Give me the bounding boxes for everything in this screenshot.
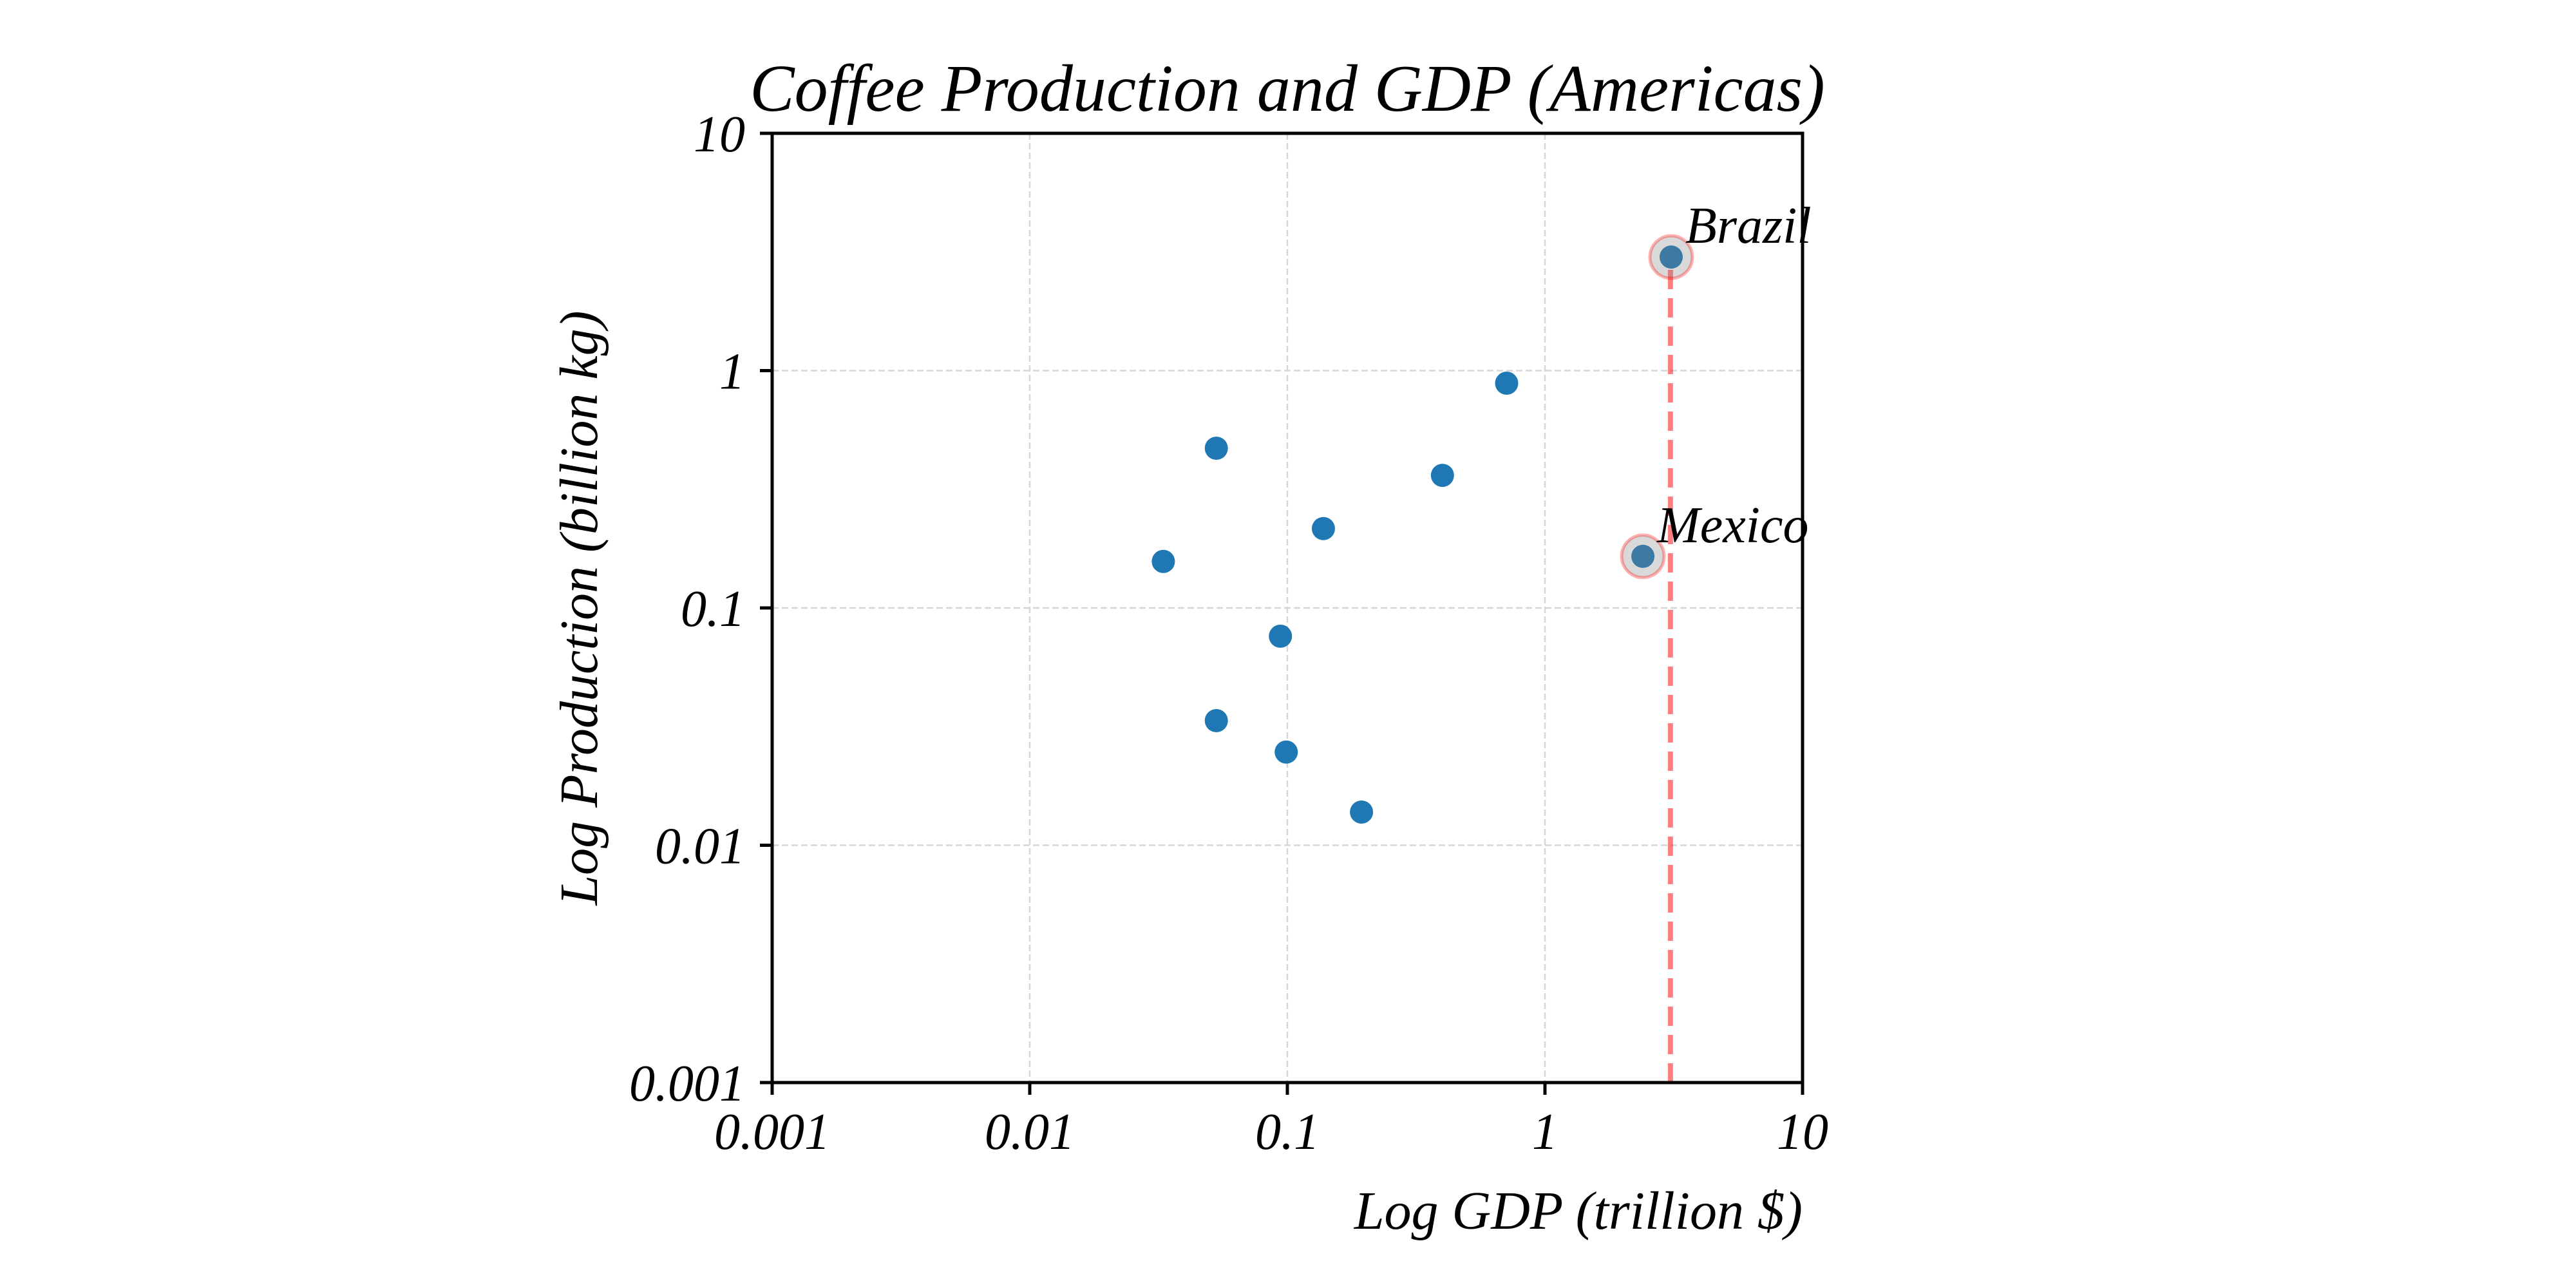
data-point <box>1430 464 1454 488</box>
x-tick-label: 1 <box>1532 1104 1558 1160</box>
grid-lines <box>771 132 1804 1084</box>
data-point <box>1269 624 1293 648</box>
y-tick-label: 0.1 <box>681 581 745 638</box>
annotations: Brazil Mexico <box>1656 198 1811 554</box>
point-label-brazil: Brazil <box>1685 198 1812 254</box>
point-label-mexico: Mexico <box>1656 497 1808 554</box>
axes-frame <box>770 131 1804 1084</box>
data-point <box>1204 436 1228 460</box>
x-axis-label: Log GDP (trillion $) <box>1354 1181 1803 1241</box>
chart-title: Coffee Production and GDP (Americas) <box>750 52 1824 126</box>
highlight-ring-brazil <box>1648 234 1694 280</box>
x-tick-label: 0.1 <box>1255 1104 1320 1160</box>
tick-labels: 0.001 0.01 0.1 1 10 0.001 0.01 0.1 1 10 <box>629 106 1828 1160</box>
data-point <box>1274 740 1298 764</box>
y-tick-label: 10 <box>694 106 745 163</box>
data-point <box>1495 372 1519 395</box>
y-tick-label: 0.01 <box>655 819 745 875</box>
data-point-mexico <box>1631 544 1655 568</box>
y-axis-label: Log Production (billion kg) <box>549 310 609 905</box>
data-points <box>1151 245 1683 824</box>
data-point <box>1350 800 1374 824</box>
x-tick-label: 10 <box>1777 1104 1828 1160</box>
highlight-layer <box>1620 234 1694 580</box>
data-point <box>1204 709 1228 733</box>
x-tick-label: 0.001 <box>714 1104 830 1160</box>
data-point <box>1151 549 1175 573</box>
data-point-brazil <box>1659 245 1683 269</box>
highlight-ring-mexico <box>1620 533 1666 580</box>
y-tick-label: 1 <box>719 344 745 401</box>
x-tick-label: 0.01 <box>985 1104 1075 1160</box>
data-point <box>1311 516 1335 540</box>
y-tick-label: 0.001 <box>629 1056 745 1112</box>
axes <box>760 131 1804 1095</box>
